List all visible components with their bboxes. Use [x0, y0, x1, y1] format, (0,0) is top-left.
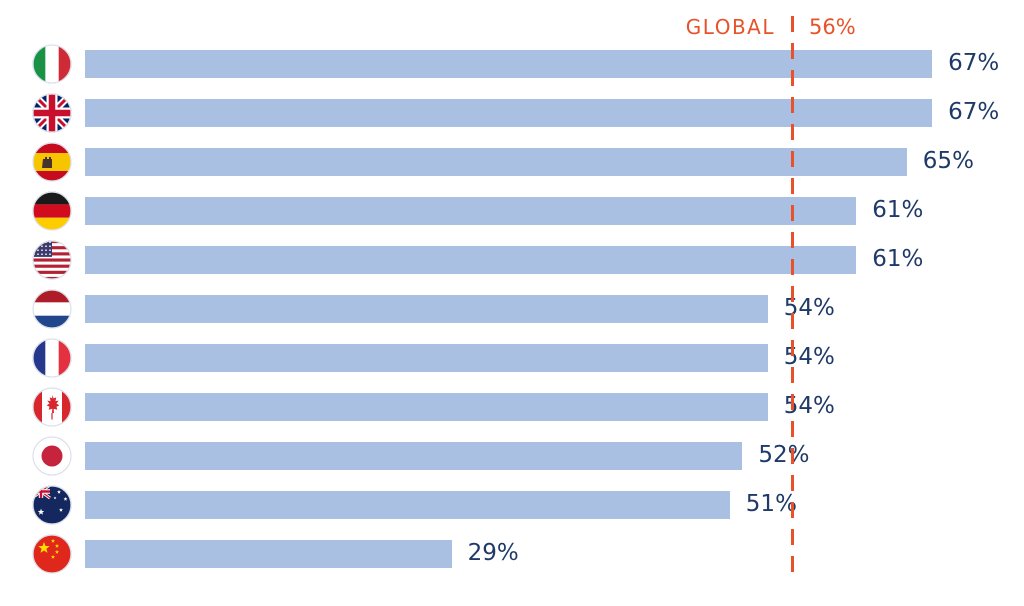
chart-rows: 67% 67% 65% 61% 61% 54% 54% 54% 52% 51% 29% [0, 0, 1024, 578]
bar [85, 148, 907, 176]
bar-value-label: 54% [781, 394, 838, 419]
bar-value-label: 54% [781, 296, 838, 321]
australia-flag-icon [32, 485, 72, 525]
global-reference-line [791, 16, 794, 580]
bar-value-label: 61% [869, 247, 926, 272]
bar-value-label: 67% [945, 100, 1002, 125]
chart-row: 67% [0, 39, 1024, 88]
chart-row: 54% [0, 333, 1024, 382]
france-flag-icon [32, 338, 72, 378]
bar [85, 344, 768, 372]
bar [85, 393, 768, 421]
bar-chart: GLOBAL 56% 67% 67% 65% 61% 61% 54% 54% 54% 52% 51… [0, 0, 1024, 606]
bar [85, 50, 932, 78]
global-reference-value: 56% [809, 15, 856, 39]
bar [85, 491, 730, 519]
chart-row: 54% [0, 382, 1024, 431]
germany-flag-icon [32, 191, 72, 231]
chart-row: 65% [0, 137, 1024, 186]
china-flag-icon [32, 534, 72, 574]
bar-value-label: 29% [465, 541, 522, 566]
chart-row: 67% [0, 88, 1024, 137]
bar-value-label: 67% [945, 51, 1002, 76]
bar [85, 295, 768, 323]
chart-row: 51% [0, 480, 1024, 529]
bar-value-label: 61% [869, 198, 926, 223]
netherlands-flag-icon [32, 289, 72, 329]
bar-value-label: 52% [755, 443, 812, 468]
chart-row: 61% [0, 186, 1024, 235]
chart-row: 61% [0, 235, 1024, 284]
bar [85, 197, 856, 225]
bar [85, 99, 932, 127]
bar [85, 246, 856, 274]
canada-flag-icon [32, 387, 72, 427]
usa-flag-icon [32, 240, 72, 280]
chart-row: 52% [0, 431, 1024, 480]
bar [85, 442, 742, 470]
chart-row: 29% [0, 529, 1024, 578]
bar-value-label: 54% [781, 345, 838, 370]
spain-flag-icon [32, 142, 72, 182]
italy-flag-icon [32, 44, 72, 84]
bar [85, 540, 452, 568]
japan-flag-icon [32, 436, 72, 476]
global-reference-label: GLOBAL [686, 15, 775, 39]
chart-row: 54% [0, 284, 1024, 333]
bar-value-label: 65% [920, 149, 977, 174]
uk-flag-icon [32, 93, 72, 133]
